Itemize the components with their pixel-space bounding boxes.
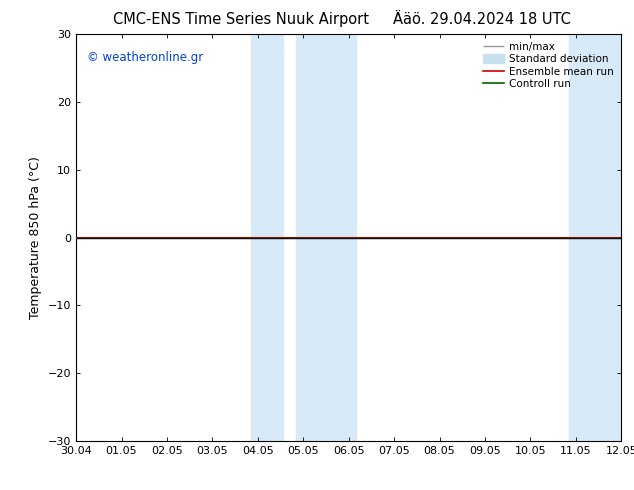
Bar [251, 34, 283, 441]
Y-axis label: Temperature 850 hPa (°C): Temperature 850 hPa (°C) [29, 156, 42, 319]
Bar [569, 34, 628, 441]
Legend: min/max, Standard deviation, Ensemble mean run, Controll run: min/max, Standard deviation, Ensemble me… [481, 40, 616, 92]
Text: Ääö. 29.04.2024 18 UTC: Ääö. 29.04.2024 18 UTC [393, 12, 571, 27]
Text: CMC-ENS Time Series Nuuk Airport: CMC-ENS Time Series Nuuk Airport [113, 12, 369, 27]
Bar [297, 34, 356, 441]
Text: © weatheronline.gr: © weatheronline.gr [87, 50, 204, 64]
